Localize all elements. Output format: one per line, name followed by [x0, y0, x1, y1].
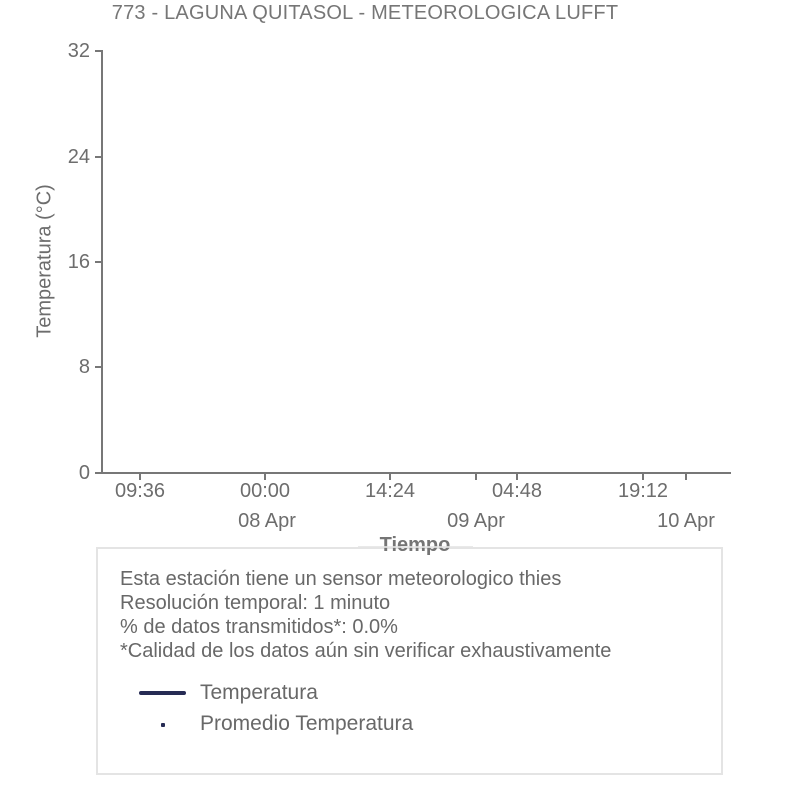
y-tick-mark: [95, 156, 103, 158]
x-axis-title: Tiempo: [379, 534, 451, 556]
y-tick-mark: [95, 366, 103, 368]
y-tick-mark: [95, 261, 103, 263]
info-line-transmitted: % de datos transmitidos*: 0.0%: [120, 616, 398, 638]
x-tick-label: 19:12: [617, 480, 669, 502]
y-tick-label: 32: [67, 40, 90, 62]
info-line-sensor: Esta estación tiene un sensor meteorolog…: [120, 568, 562, 590]
chart-title: 773 - LAGUNA QUITASOL - METEOROLOGICA LU…: [111, 2, 619, 24]
x-tick-mark-date-boundary: [685, 474, 687, 480]
x-tick-mark: [139, 474, 141, 480]
x-date-label: 10 Apr: [657, 510, 715, 532]
x-tick-mark: [642, 474, 644, 480]
legend-item-label: Temperatura: [200, 681, 318, 704]
y-tick-label: 24: [67, 146, 90, 168]
y-tick-label: 8: [78, 356, 90, 378]
x-date-label: 09 Apr: [447, 510, 505, 532]
station-info: Esta estación tiene un sensor meteorolog…: [120, 567, 611, 663]
panel-border-overlap-line: [358, 546, 473, 548]
legend-item-temperatura[interactable]: Temperatura: [98, 680, 721, 706]
dot-swatch-icon: [161, 723, 165, 727]
legend-item-promedio-temperatura[interactable]: Promedio Temperatura: [98, 711, 721, 737]
x-axis-line: [96, 472, 731, 474]
x-tick-mark: [516, 474, 518, 480]
x-tick-mark: [264, 474, 266, 480]
info-line-quality: *Calidad de los datos aún sin verificar …: [120, 640, 612, 662]
info-panel: Esta estación tiene un sensor meteorolog…: [96, 547, 723, 775]
x-tick-label: 00:00: [239, 480, 291, 502]
y-tick-label: 0: [78, 462, 90, 484]
x-tick-mark: [389, 474, 391, 480]
line-swatch-icon: [139, 691, 186, 695]
x-tick-label: 14:24: [364, 480, 416, 502]
legend-item-label: Promedio Temperatura: [200, 712, 414, 735]
info-line-resolution: Resolución temporal: 1 minuto: [120, 592, 391, 614]
y-tick-mark: [95, 50, 103, 52]
x-date-label: 08 Apr: [238, 510, 296, 532]
x-tick-label: 04:48: [491, 480, 543, 502]
x-tick-mark-date-boundary: [475, 474, 477, 480]
x-tick-label: 09:36: [114, 480, 166, 502]
plot-area[interactable]: [103, 51, 730, 472]
y-tick-label: 16: [67, 251, 90, 273]
